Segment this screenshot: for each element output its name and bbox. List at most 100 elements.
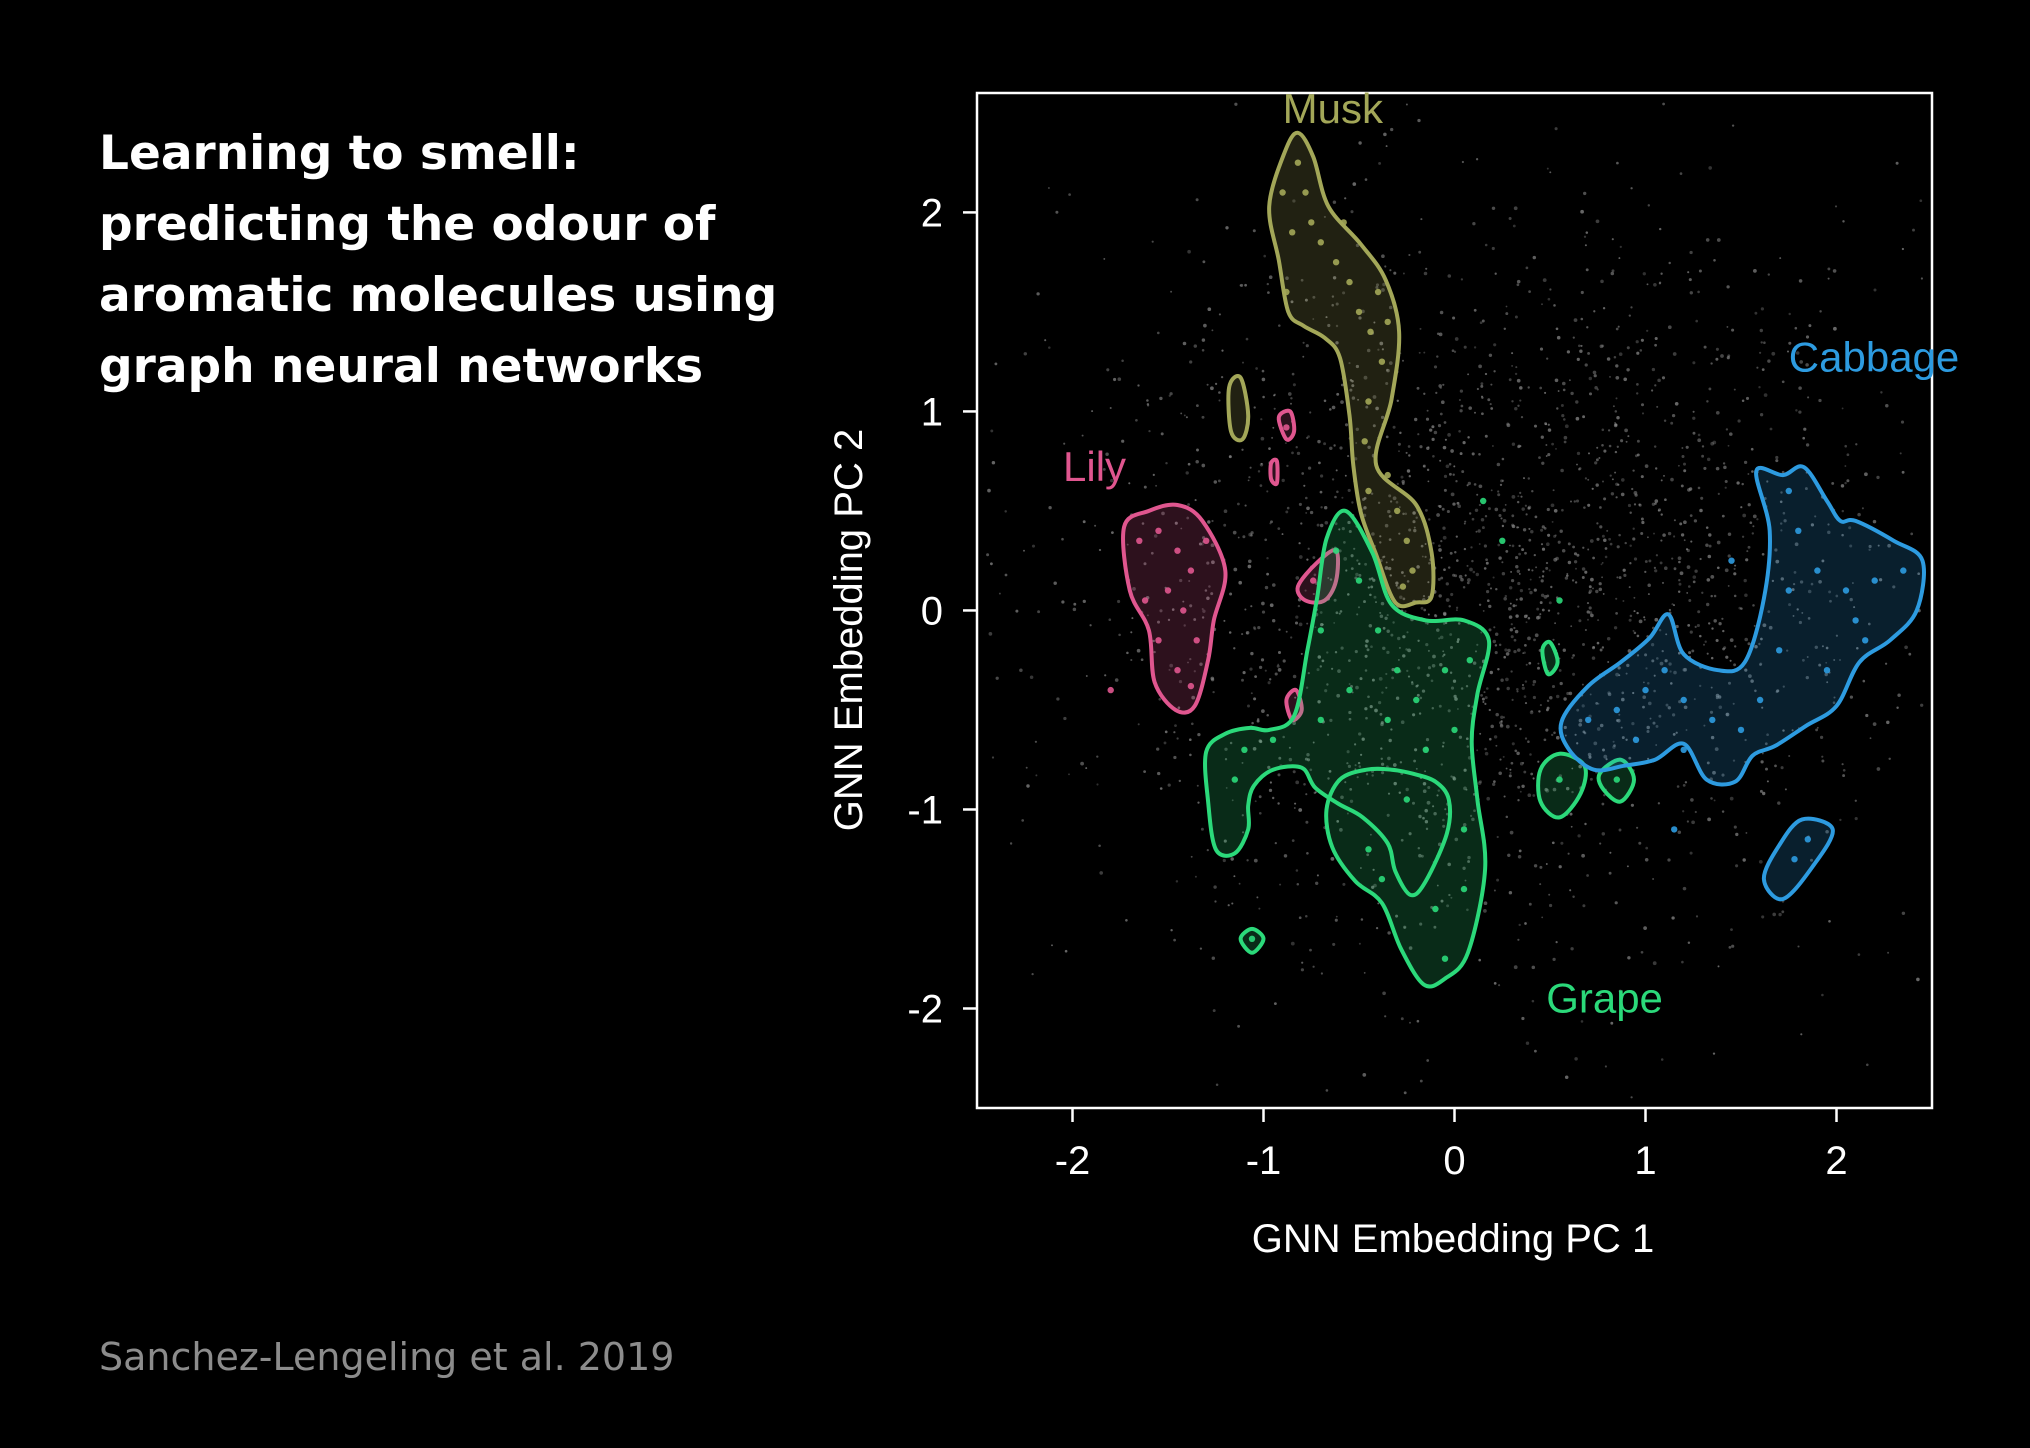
background-point <box>1661 581 1665 584</box>
background-point <box>1433 430 1438 435</box>
background-point <box>1502 755 1505 758</box>
background-point <box>1551 520 1554 523</box>
background-point <box>1453 350 1457 353</box>
background-point <box>1392 621 1395 624</box>
background-point <box>1442 383 1445 386</box>
background-point <box>1211 519 1214 523</box>
background-point <box>1576 463 1578 466</box>
background-point <box>1558 865 1562 869</box>
background-point <box>1658 282 1662 285</box>
background-point <box>1417 433 1420 436</box>
background-point <box>1607 661 1610 663</box>
background-point <box>1618 352 1623 356</box>
background-point <box>1232 530 1237 535</box>
background-point <box>1445 598 1450 602</box>
region-point <box>1155 527 1162 534</box>
background-point <box>1448 472 1452 476</box>
background-point <box>1326 683 1329 686</box>
background-point <box>1383 132 1387 137</box>
background-point <box>1572 895 1575 899</box>
background-point <box>1460 404 1464 408</box>
background-point <box>1291 451 1294 455</box>
background-point <box>1596 727 1601 731</box>
background-point <box>1588 392 1593 396</box>
background-point <box>1613 356 1617 359</box>
background-point <box>1385 672 1388 676</box>
background-point <box>1698 269 1702 273</box>
background-point <box>1827 530 1831 535</box>
background-point <box>1315 881 1319 885</box>
background-point <box>1379 541 1382 544</box>
background-point <box>1682 784 1686 787</box>
background-point <box>1463 522 1466 525</box>
region-point <box>1187 682 1195 690</box>
background-point <box>1426 409 1429 412</box>
background-point <box>1473 809 1476 813</box>
background-point <box>1547 423 1550 426</box>
background-point <box>1545 444 1548 446</box>
background-point <box>1403 574 1406 577</box>
background-point <box>1549 903 1553 908</box>
background-point <box>1198 542 1202 546</box>
background-point <box>1366 648 1370 652</box>
background-point <box>1319 490 1323 494</box>
background-point <box>1769 427 1773 431</box>
background-point <box>1250 605 1253 608</box>
background-point <box>1825 661 1828 664</box>
background-point <box>989 562 993 566</box>
background-point <box>1202 260 1206 264</box>
background-point <box>1047 187 1050 189</box>
background-point <box>1460 577 1464 582</box>
background-point <box>1375 406 1379 411</box>
background-point <box>1517 799 1520 802</box>
background-point <box>1552 489 1555 492</box>
background-point <box>1610 1021 1614 1025</box>
background-point <box>1419 445 1423 449</box>
background-point <box>1552 638 1555 641</box>
background-point <box>1344 423 1349 427</box>
background-point <box>1319 474 1324 478</box>
background-point <box>1453 465 1456 468</box>
background-point <box>1667 325 1672 330</box>
background-point <box>1425 737 1430 742</box>
background-point <box>1277 668 1282 672</box>
background-point <box>1627 435 1630 438</box>
background-point <box>1379 341 1384 346</box>
background-point <box>1517 855 1522 859</box>
background-point <box>1153 650 1156 654</box>
background-point <box>1493 982 1497 985</box>
background-point <box>1183 414 1186 417</box>
background-point <box>1292 674 1297 679</box>
y-tick-label: -1 <box>907 788 943 832</box>
background-point <box>1447 566 1451 569</box>
background-point <box>1478 780 1482 784</box>
background-point <box>1638 619 1643 624</box>
background-point <box>1298 808 1303 812</box>
background-point <box>1718 622 1722 626</box>
background-point <box>1424 770 1427 773</box>
background-point <box>1744 738 1747 742</box>
background-point <box>1673 604 1675 607</box>
background-point <box>1450 896 1453 899</box>
background-point <box>1158 697 1162 701</box>
background-point <box>1647 204 1651 207</box>
background-point <box>1266 557 1269 560</box>
background-point <box>1348 717 1352 721</box>
background-point <box>1690 798 1694 802</box>
background-point <box>1425 827 1429 831</box>
background-point <box>1285 630 1288 633</box>
background-point <box>1406 580 1410 583</box>
background-point <box>1751 532 1754 535</box>
background-point <box>1663 419 1667 423</box>
background-point <box>1872 519 1877 524</box>
background-point <box>1436 884 1439 887</box>
background-point <box>1156 747 1160 751</box>
background-point <box>1276 664 1280 668</box>
background-point <box>1571 579 1575 582</box>
background-point <box>1165 461 1168 465</box>
background-point <box>1516 500 1520 504</box>
background-point <box>1709 710 1714 714</box>
background-point <box>1804 487 1808 491</box>
background-point <box>1588 585 1592 589</box>
background-point <box>1617 666 1621 670</box>
